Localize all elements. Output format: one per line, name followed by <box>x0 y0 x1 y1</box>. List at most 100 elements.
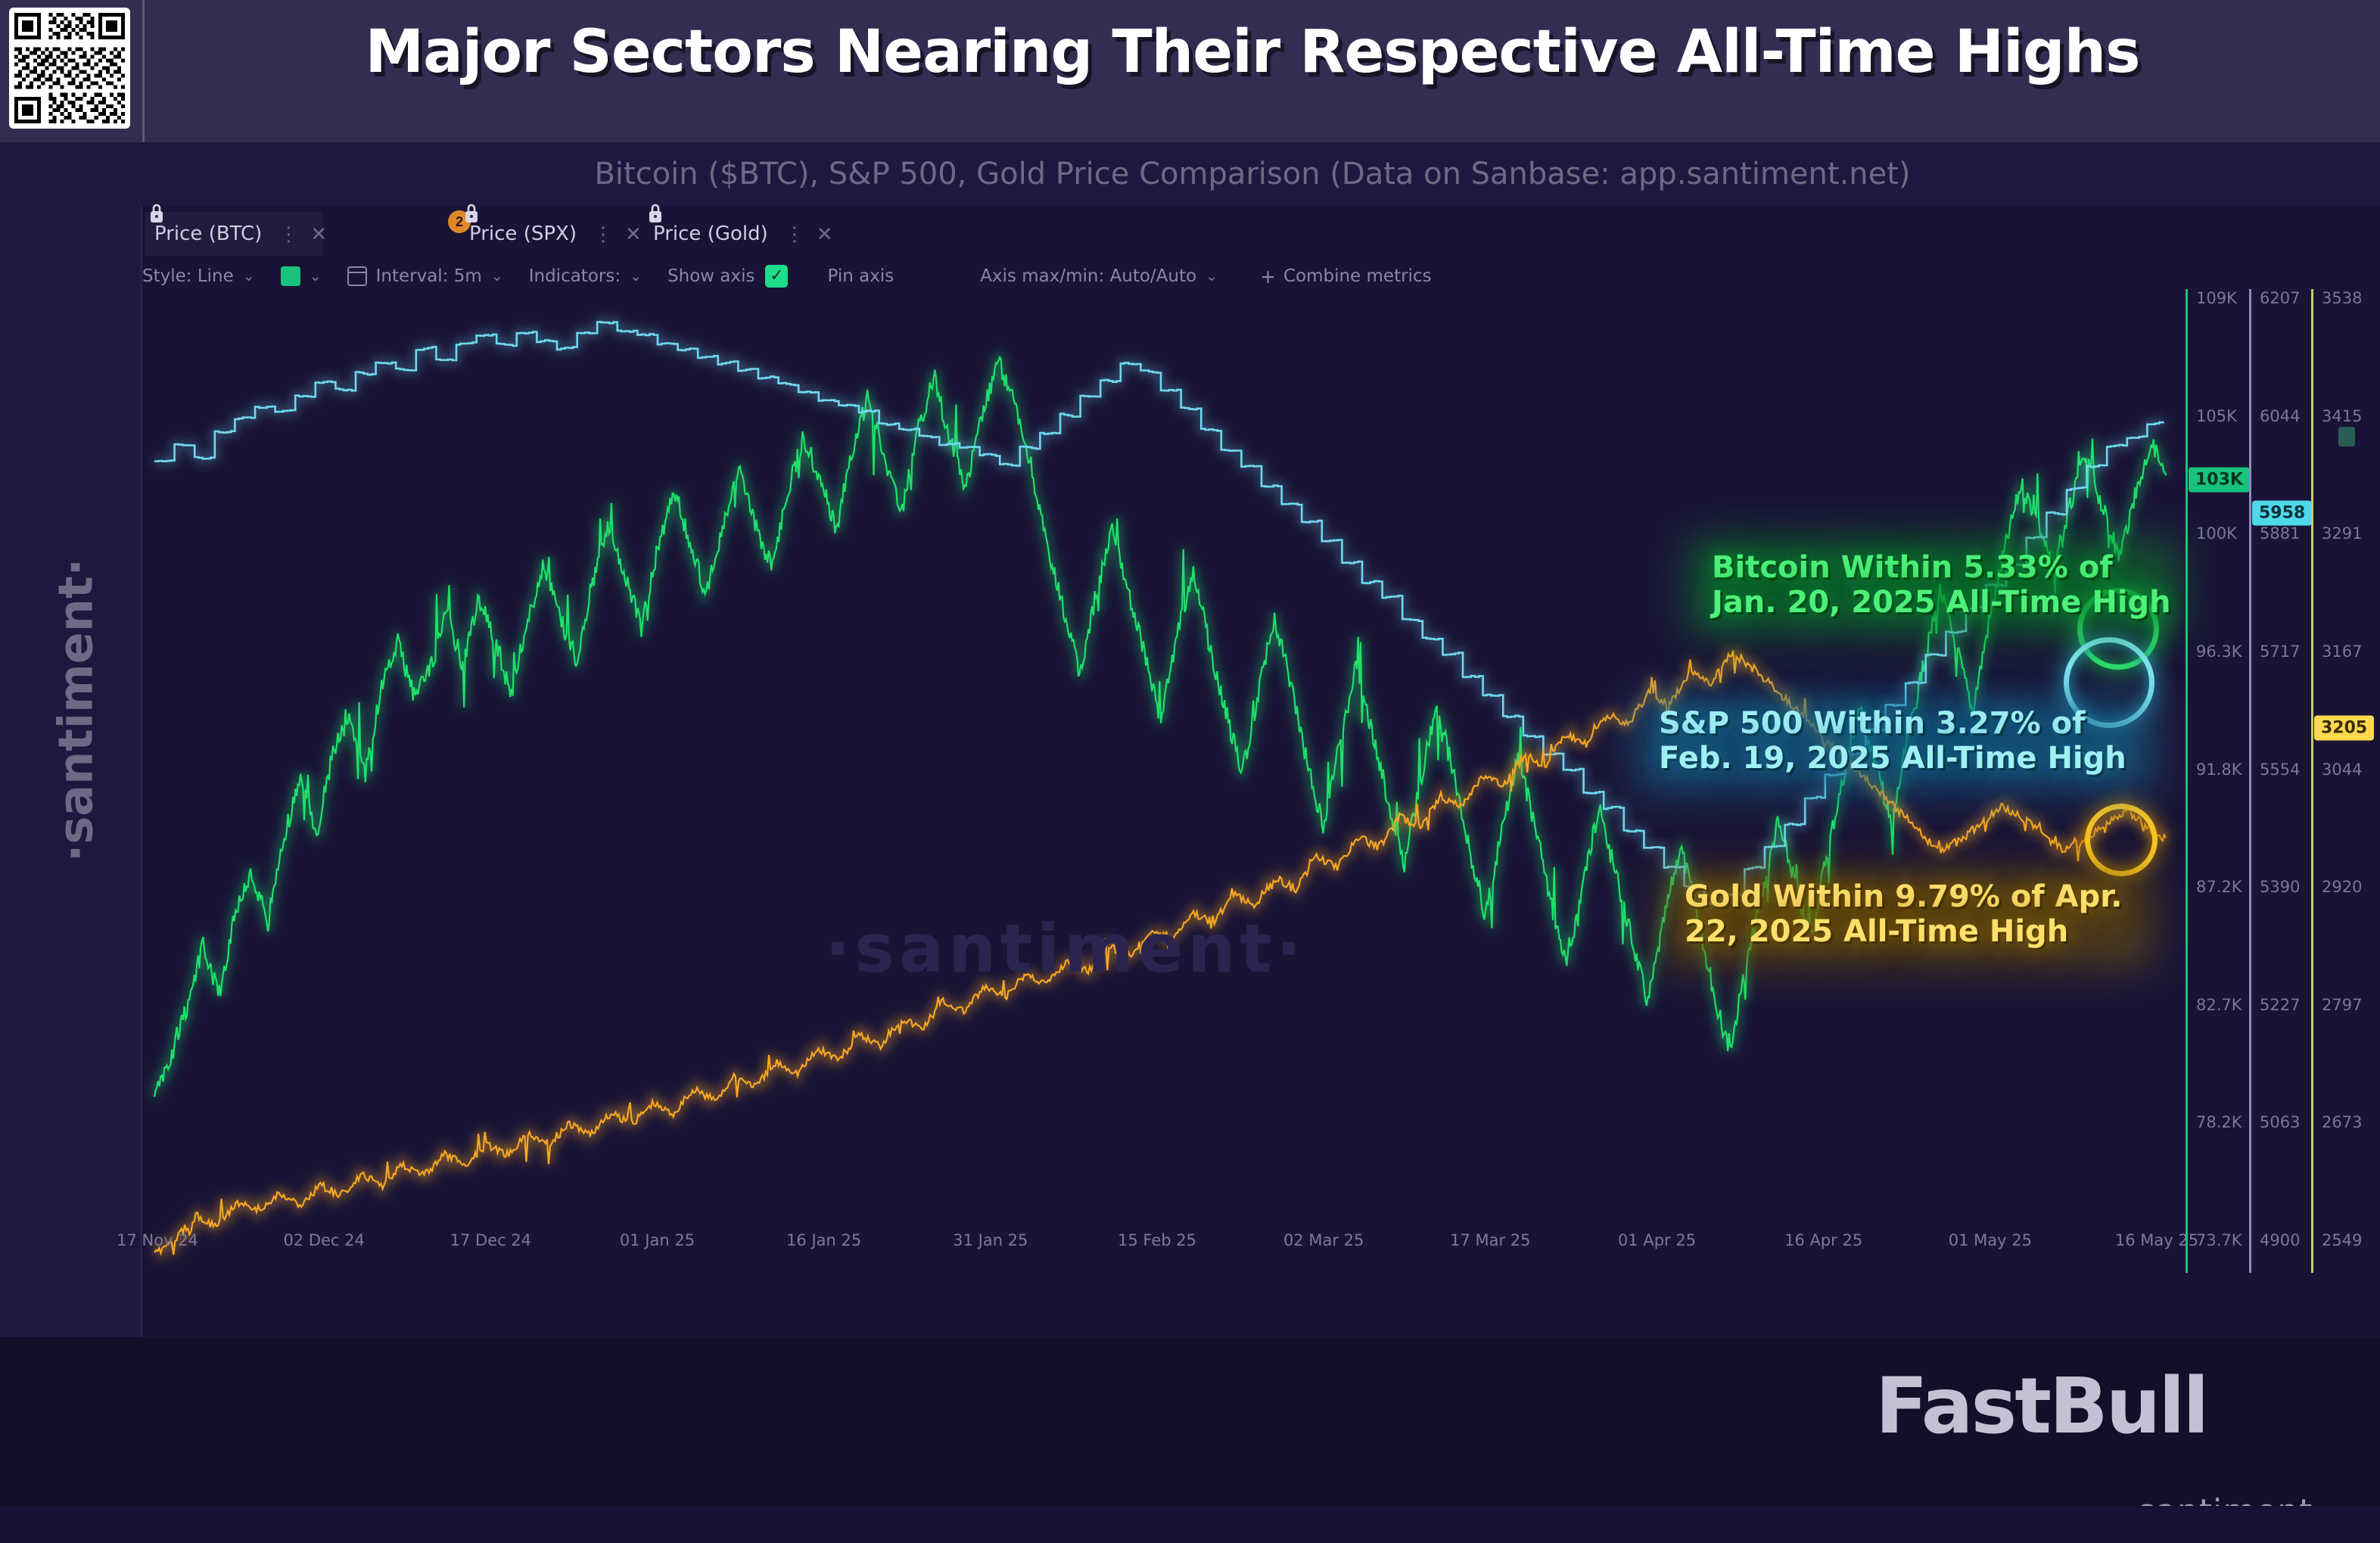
price-axis-tick: 78.2K <box>2196 1113 2242 1132</box>
x-axis-tick: 17 Dec 24 <box>450 1231 532 1249</box>
combine-metrics-button[interactable]: + Combine metrics <box>1260 266 1432 288</box>
x-axis-tick: 02 Dec 24 <box>283 1231 365 1249</box>
page-title: Major Sectors Nearing Their Respective A… <box>365 18 2140 86</box>
qr-code-pattern <box>14 13 125 123</box>
kebab-menu-icon[interactable]: ⋮ <box>784 222 804 245</box>
axis-line <box>2249 289 2251 1273</box>
callout-glow-spx <box>1635 696 2157 793</box>
price-axis-tick: 109K <box>2196 289 2237 307</box>
axis-line <box>2311 289 2313 1273</box>
price-axis-spx[interactable]: 6207 6044 5881 5717 5554 5390 5227 5063 4900 5958 <box>2249 289 2314 1273</box>
price-axis-tick: 5227 <box>2260 995 2301 1014</box>
axis-line <box>2186 289 2188 1273</box>
lock-icon <box>151 204 163 222</box>
price-axis-tick: 3415 <box>2322 406 2363 425</box>
combine-metrics-label: Combine metrics <box>1283 266 1432 286</box>
axis-minmax-label: Axis max/min: Auto/Auto <box>980 266 1197 286</box>
panel-corner-icon[interactable] <box>2338 427 2355 446</box>
x-axis-tick: 17 Nov 24 <box>117 1231 198 1249</box>
axis-minmax-dropdown[interactable]: Axis max/min: Auto/Auto ⌄ <box>980 266 1218 286</box>
interval-label: Interval: 5m <box>375 266 482 286</box>
x-axis-tick: 16 Apr 25 <box>1784 1231 1863 1249</box>
price-axis-tick: 2797 <box>2322 995 2363 1014</box>
x-axis-tick: 01 May 25 <box>1948 1231 2032 1249</box>
lock-icon <box>465 204 478 222</box>
price-axis-tick: 5390 <box>2260 878 2301 897</box>
close-icon[interactable]: ✕ <box>624 222 642 245</box>
color-swatch-icon <box>280 266 300 286</box>
current-price-badge: 103K <box>2189 467 2250 493</box>
tab-label: Price (SPX) <box>469 222 577 245</box>
chevron-down-icon: ⌄ <box>490 268 503 285</box>
callout-gold: Gold Within 9.79% of Apr. 22, 2025 All-T… <box>1685 879 2123 950</box>
metric-tab-strip: Price (BTC) ⋮ ✕ 2 Price (SPX) ⋮ ✕ Price … <box>142 204 2380 257</box>
chevron-down-icon: ⌄ <box>309 268 322 285</box>
price-axis-tick: 4900 <box>2260 1231 2301 1249</box>
price-axis-tick: 73.7K <box>2196 1231 2242 1249</box>
x-axis-tick: 15 Feb 25 <box>1118 1231 1196 1249</box>
price-axis-tick: 3538 <box>2322 289 2363 307</box>
price-axis-tick: 91.8K <box>2196 760 2242 779</box>
style-label: Style: Line <box>142 266 234 286</box>
price-axis-tick: 6207 <box>2260 289 2301 307</box>
plus-icon: + <box>1260 265 1276 288</box>
indicators-label: Indicators: <box>528 266 621 286</box>
close-icon[interactable]: ✕ <box>310 222 328 245</box>
kebab-menu-icon[interactable]: ⋮ <box>278 222 299 245</box>
callout-btc: Bitcoin Within 5.33% of Jan. 20, 2025 Al… <box>1712 550 2171 621</box>
price-axis-tick: 5881 <box>2260 524 2301 543</box>
fastbull-logo: FastBull <box>1875 1361 2209 1451</box>
price-axis-tick: 3044 <box>2322 760 2363 779</box>
chart-toolbar: Style: Line ⌄ ⌄ Interval: 5m ⌄ Indicator… <box>142 259 2380 294</box>
price-axis-tick: 5063 <box>2260 1113 2301 1132</box>
kebab-menu-icon[interactable]: ⋮ <box>593 222 613 245</box>
price-axis-tick: 3167 <box>2322 642 2363 661</box>
page-header: Major Sectors Nearing Their Respective A… <box>0 0 2380 142</box>
chevron-down-icon: ⌄ <box>630 268 642 285</box>
pin-axis-button[interactable]: Pin axis <box>827 266 894 286</box>
price-axis-gold[interactable]: 3538 3415 3291 3167 3044 2920 2797 2673 2549 3205 <box>2311 289 2376 1273</box>
style-dropdown[interactable]: Style: Line ⌄ <box>142 266 255 286</box>
page-subtitle: Bitcoin ($BTC), S&P 500, Gold Price Comp… <box>594 157 1911 191</box>
chevron-down-icon: ⌄ <box>242 268 255 285</box>
price-axis-btc[interactable]: 109K 105K 100K 96.3K 91.8K 87.2K 82.7K 78.2K 73.… <box>2186 289 2251 1273</box>
x-axis: 17 Nov 24 02 Dec 24 17 Dec 24 01 Jan 25 16 J… <box>117 1231 2198 1269</box>
price-axis-tick: 3291 <box>2322 524 2363 543</box>
price-axis-tick: 5717 <box>2260 642 2301 661</box>
price-axis-tick: 96.3K <box>2196 642 2242 661</box>
callout-glow-btc <box>1688 539 2179 636</box>
price-axis-tick: 2549 <box>2322 1231 2363 1249</box>
callout-spx: S&P 500 Within 3.27% of Feb. 19, 2025 Al… <box>1659 706 2126 776</box>
tab-price-spx[interactable]: Price (SPX) ⋮ ✕ <box>460 204 646 256</box>
calendar-icon <box>347 266 367 286</box>
indicators-dropdown[interactable]: Indicators: ⌄ <box>529 266 642 286</box>
series-path <box>153 355 2167 1097</box>
interval-dropdown[interactable]: Interval: 5m ⌄ <box>347 266 503 286</box>
bottom-bar <box>0 1506 2380 1543</box>
checkbox-checked-icon[interactable]: ✓ <box>765 265 789 288</box>
current-price-badge: 5958 <box>2252 500 2313 526</box>
tab-price-btc[interactable]: Price (BTC) ⋮ ✕ <box>145 204 327 256</box>
x-axis-tick: 31 Jan 25 <box>953 1231 1028 1249</box>
pin-axis-label: Pin axis <box>827 266 894 286</box>
x-axis-tick: 01 Apr 25 <box>1617 1231 1697 1249</box>
x-axis-tick: 02 Mar 25 <box>1283 1231 1364 1249</box>
color-swatch-dropdown[interactable]: ⌄ <box>280 266 322 286</box>
qr-code-icon[interactable] <box>9 8 130 129</box>
callout-glow-gold <box>1661 870 2153 967</box>
price-axis-tick: 105K <box>2196 406 2237 425</box>
price-axis-tick: 82.7K <box>2196 995 2242 1014</box>
tab-label: Price (Gold) <box>653 222 768 245</box>
tab-price-gold[interactable]: Price (Gold) ⋮ ✕ <box>644 204 837 256</box>
show-axis-label: Show axis <box>667 266 755 286</box>
close-icon[interactable]: ✕ <box>816 222 833 245</box>
show-axis-toggle[interactable]: Show axis ✓ <box>667 265 789 288</box>
price-axis-tick: 6044 <box>2260 406 2301 425</box>
chevron-down-icon: ⌄ <box>1206 268 1218 285</box>
highlight-circle-gold <box>2085 804 2158 876</box>
price-axis-tick: 2673 <box>2322 1113 2363 1132</box>
x-axis-tick: 01 Jan 25 <box>619 1231 695 1249</box>
series-line-btc <box>151 350 2170 1098</box>
santiment-watermark-center: ·santiment· <box>825 910 1306 988</box>
x-axis-tick: 16 Jan 25 <box>786 1231 862 1249</box>
